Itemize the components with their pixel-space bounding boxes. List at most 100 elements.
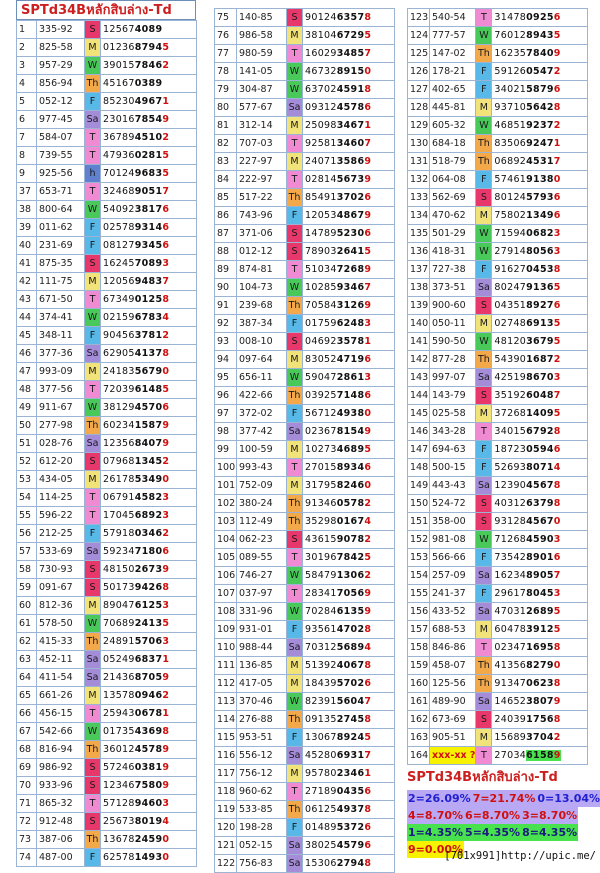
- row-index: 38: [16, 200, 37, 219]
- day-badge: F: [286, 206, 303, 225]
- digits-bold: 5604: [336, 696, 365, 707]
- row-code: 911-67: [36, 398, 85, 417]
- day-badge: Th: [286, 800, 303, 819]
- row-digits: 8239156047: [302, 692, 395, 711]
- table-row: 142 877-28 Th 5439016872: [407, 350, 589, 369]
- day-badge: S: [84, 254, 101, 273]
- row-digits: 7890326415: [302, 242, 395, 261]
- digits-bold: 2689: [526, 606, 554, 617]
- table-row: 164 xxx-xx ? T 2703461589: [407, 746, 589, 765]
- row-code: 800-64: [36, 200, 85, 219]
- row-index: 37: [16, 182, 37, 201]
- day-badge: W: [475, 116, 493, 135]
- digits-bold: 6125: [134, 600, 163, 611]
- row-code: 371-06: [236, 224, 287, 243]
- row-index: 58: [16, 560, 37, 579]
- digits-plain: 30196: [305, 552, 337, 563]
- row-index: 63: [16, 650, 37, 669]
- digits-bold: 0594: [526, 444, 554, 455]
- row-digits: 3726814095: [491, 404, 589, 423]
- digits-highlight: 9: [364, 606, 372, 617]
- digits-highlight: 9: [553, 750, 561, 761]
- digits-plain: 16234: [494, 570, 527, 581]
- table-row: 154 257-09 Sa 1623489057: [407, 566, 589, 585]
- table-row: 125 147-02 Th 1623578409: [407, 44, 589, 63]
- row-code: 590-50: [428, 332, 477, 351]
- digits-bold: 8045: [526, 588, 554, 599]
- day-badge: W: [84, 722, 101, 741]
- digits-bold: 5642: [526, 102, 554, 113]
- table-row: 89 874-81 T 5103472689: [214, 260, 395, 279]
- digits-plain: 36012: [103, 744, 135, 755]
- digits-bold: 9346: [336, 282, 365, 293]
- row-code: 377-42: [236, 422, 287, 441]
- day-badge: W: [475, 530, 493, 549]
- row-index: 146: [407, 422, 430, 441]
- day-badge: W: [286, 368, 303, 387]
- row-digits: 1623489057: [491, 566, 589, 585]
- day-badge: S: [84, 578, 101, 597]
- digits-bold: 3679: [526, 336, 554, 347]
- row-index: 160: [407, 674, 430, 693]
- digits-bold: 7580: [134, 780, 163, 791]
- row-code: 112-49: [236, 512, 287, 531]
- table-row: 76 986-58 M 3810467295: [214, 26, 395, 45]
- day-badge: Sa: [475, 476, 493, 495]
- table-row: 43 671-50 T 6734901258: [16, 290, 197, 309]
- table-row: 63 452-11 Sa 0524968371: [16, 650, 197, 669]
- digits-plain: 57918: [103, 528, 135, 539]
- digits-highlight: 9: [364, 210, 372, 221]
- digits-plain: 18439: [305, 678, 337, 689]
- digits-plain: 72039: [103, 384, 135, 395]
- sheet-title: SPTd34Bหลักสิบล่าง-Td: [16, 0, 196, 20]
- digits-bold: 2745: [336, 714, 365, 725]
- row-index: 42: [16, 272, 37, 291]
- day-badge: Sa: [475, 566, 493, 585]
- digits-bold: 0381: [134, 762, 163, 773]
- row-index: 153: [407, 548, 430, 567]
- row-digits: 2703461589: [491, 746, 589, 765]
- footer-credit: [701x991]http://upic.me/: [444, 850, 596, 862]
- day-badge: S: [84, 452, 101, 471]
- day-badge: T: [84, 380, 101, 399]
- row-code: 434-05: [36, 470, 85, 489]
- digits-plain: 85230: [103, 96, 135, 107]
- digits-plain: 02578: [103, 222, 135, 233]
- day-badge: W: [84, 308, 101, 327]
- digits-highlight: 5: [364, 30, 372, 41]
- digits-highlight: 9: [364, 588, 372, 599]
- digits-plain: 39015: [103, 60, 135, 71]
- digits-highlight: 6: [162, 546, 170, 557]
- row-index: 41: [16, 254, 37, 273]
- row-code: 533-85: [236, 800, 287, 819]
- row-code: 752-09: [236, 476, 287, 495]
- digits-highlight: 6: [553, 444, 561, 455]
- table-row: 153 566-66 F 7354289016: [407, 548, 589, 567]
- digits-highlight: 6: [364, 822, 372, 833]
- digits-highlight: 6: [553, 84, 561, 95]
- day-badge: S: [475, 494, 493, 513]
- table-row: 140 050-11 M 0274869135: [407, 314, 589, 333]
- row-digits: 0435189276: [491, 296, 589, 315]
- row-index: 132: [407, 170, 430, 189]
- digits-plain: 60234: [103, 420, 135, 431]
- digits-plain: 12390: [494, 480, 527, 491]
- digits-plain: 42519: [494, 372, 527, 383]
- digits-highlight: 0: [553, 174, 561, 185]
- digits-plain: 48150: [103, 564, 135, 575]
- digits-plain: 31478: [494, 12, 527, 23]
- row-digits: 5746191380: [491, 170, 589, 189]
- day-badge: F: [84, 848, 101, 867]
- digits-plain: 71594: [494, 228, 527, 239]
- day-badge: Th: [286, 188, 303, 207]
- digits-highlight: 2: [364, 570, 372, 581]
- row-code: 064-08: [428, 170, 477, 189]
- digits-plain: 02367: [305, 426, 337, 437]
- row-index: 155: [407, 584, 430, 603]
- digits-bold: 7056: [336, 588, 365, 599]
- row-digits: 3019678425: [302, 548, 395, 567]
- digits-plain: 35298: [305, 516, 337, 527]
- digits-bold: 9460: [134, 798, 163, 809]
- row-index: 44: [16, 308, 37, 327]
- row-index: 56: [16, 524, 37, 543]
